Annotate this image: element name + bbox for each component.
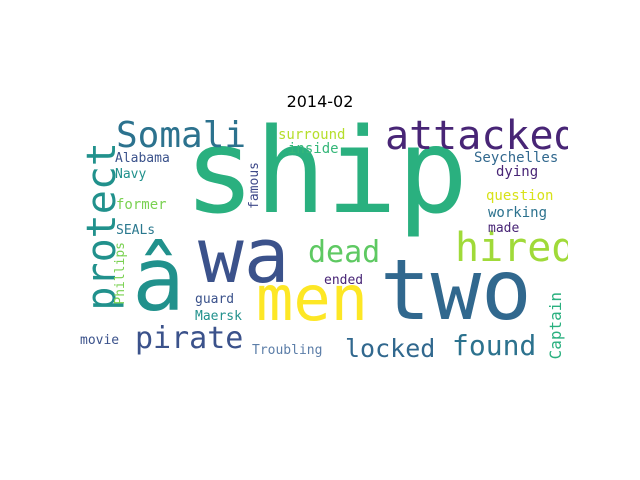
word-troubling: Troubling [252,343,323,358]
word-maersk: Maersk [195,309,242,324]
word-men: men [256,262,368,335]
word-seychelles: Seychelles [474,150,559,166]
word-ended: ended [324,273,364,288]
word-former: former [116,197,167,213]
word-captain: Captain [546,292,565,360]
word-question: question [486,188,554,204]
word-movie: movie [80,333,120,348]
word-surround: surround [278,127,346,143]
word-wa: wa [198,211,290,300]
word-somali: Somali [116,118,247,156]
word-cloud: ship wa two â men attacked Somali protect hired d… [80,118,568,362]
word-made: made [488,221,520,236]
word-guard: guard [195,292,235,307]
word-hired: hired [455,225,568,271]
word-inside: inside [288,141,339,157]
word-phillips: Phillips [113,242,128,305]
word-seals: SEALs [116,223,156,238]
word-alabama: Alabama [115,151,170,166]
word--: â [132,228,185,331]
word-famous: famous [247,162,262,209]
word-locked: locked [345,334,436,362]
word-dying: dying [496,164,539,180]
word-dead: dead [308,235,381,270]
word-working: working [488,205,548,221]
word-navy: Navy [115,167,147,182]
word-two: two [380,241,532,339]
word-found: found [452,329,537,362]
word-ship: ship [184,118,469,240]
chart-title: 2014-02 [286,92,354,111]
word-attacked: attacked [385,118,568,159]
word-pirate: pirate [135,321,244,356]
